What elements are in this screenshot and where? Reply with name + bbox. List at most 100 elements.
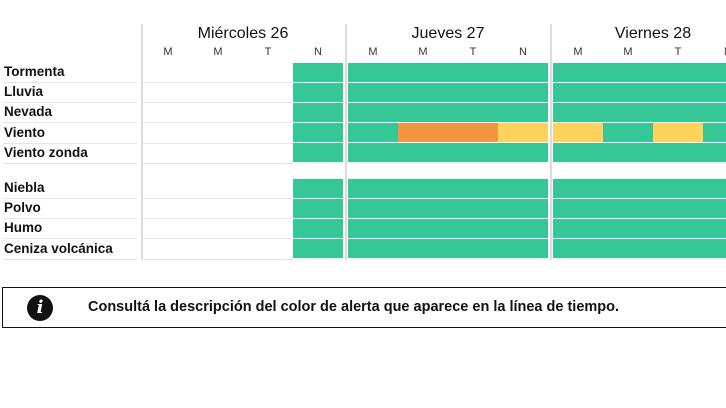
alert-cell-verde[interactable] (398, 143, 448, 163)
alert-cell-verde[interactable] (448, 143, 498, 163)
alert-cell-verde[interactable] (293, 62, 343, 82)
alert-cell-verde[interactable] (448, 218, 498, 238)
row-label: Nevada (4, 104, 53, 120)
alert-cell-amarillo[interactable] (498, 123, 548, 143)
column-divider (550, 24, 552, 260)
row-separator (3, 142, 137, 144)
day-title: Jueves 27 (411, 25, 485, 42)
alert-cell-verde[interactable] (498, 239, 548, 259)
alert-cell-verde[interactable] (398, 198, 448, 218)
alert-cell-naranja[interactable] (448, 123, 498, 143)
alert-cell-verde[interactable] (653, 218, 703, 238)
alert-cell-verde[interactable] (603, 102, 653, 122)
alert-cell-verde[interactable] (498, 198, 548, 218)
alert-cell-verde[interactable] (653, 198, 703, 218)
alert-cell-verde[interactable] (603, 239, 653, 259)
alert-cell-verde[interactable] (703, 143, 726, 163)
alert-cell-verde[interactable] (553, 239, 603, 259)
alert-cell-verde[interactable] (448, 62, 498, 82)
row-separator (143, 162, 293, 164)
alert-cell-verde[interactable] (703, 102, 726, 122)
alert-cell-verde[interactable] (703, 178, 726, 198)
row-separator (143, 218, 293, 220)
alert-cell-verde[interactable] (703, 218, 726, 238)
alert-cell-verde[interactable] (653, 62, 703, 82)
alert-cell-verde[interactable] (498, 62, 548, 82)
alert-cell-verde[interactable] (498, 218, 548, 238)
alert-cell-verde[interactable] (703, 82, 726, 102)
alert-cell-verde[interactable] (703, 123, 726, 143)
alert-cell-verde[interactable] (293, 239, 343, 259)
alert-cell-naranja[interactable] (398, 123, 448, 143)
alert-cell-verde[interactable] (348, 239, 398, 259)
row-separator (3, 198, 137, 199)
alert-cell-verde[interactable] (603, 143, 653, 163)
alert-cell-verde[interactable] (293, 178, 343, 198)
alert-cell-verde[interactable] (498, 102, 548, 122)
alert-cell-verde[interactable] (348, 62, 398, 82)
row-separator (143, 102, 293, 104)
alert-cell-verde[interactable] (348, 123, 398, 143)
alert-cell-verde[interactable] (448, 178, 498, 198)
alert-cell-verde[interactable] (348, 198, 398, 218)
alert-cell-verde[interactable] (653, 143, 703, 163)
day-title: Miércoles 26 (197, 25, 289, 42)
alert-cell-amarillo[interactable] (653, 123, 703, 143)
period-label: M (573, 46, 583, 58)
alert-cell-verde[interactable] (553, 143, 603, 163)
alert-cell-verde[interactable] (553, 218, 603, 238)
alert-cell-verde[interactable] (498, 82, 548, 102)
alert-cell-verde[interactable] (398, 239, 448, 259)
period-label: T (469, 46, 477, 58)
alert-cell-verde[interactable] (498, 143, 548, 163)
alert-cell-verde[interactable] (348, 218, 398, 238)
info-banner: i Consultá la descripción del color de a… (2, 287, 726, 328)
alert-cell-verde[interactable] (553, 102, 603, 122)
alert-cell-verde[interactable] (398, 82, 448, 102)
alert-cell-verde[interactable] (448, 82, 498, 102)
alert-cell-amarillo[interactable] (553, 123, 603, 143)
period-label: N (314, 46, 322, 58)
alert-cell-verde[interactable] (553, 62, 603, 82)
alert-cell-verde[interactable] (293, 198, 343, 218)
alert-cell-verde[interactable] (498, 178, 548, 198)
alert-cell-verde[interactable] (603, 218, 653, 238)
alert-cell-verde[interactable] (603, 82, 653, 102)
alert-cell-verde[interactable] (398, 102, 448, 122)
alert-cell-verde[interactable] (703, 239, 726, 259)
alert-cell-verde[interactable] (348, 82, 398, 102)
alert-cell-verde[interactable] (293, 143, 343, 163)
alert-cell-verde[interactable] (448, 198, 498, 218)
alert-cell-verde[interactable] (553, 82, 603, 102)
alert-cell-verde[interactable] (703, 62, 726, 82)
alert-cell-verde[interactable] (448, 239, 498, 259)
alert-cell-verde[interactable] (398, 178, 448, 198)
alert-cell-verde[interactable] (448, 102, 498, 122)
alert-cell-verde[interactable] (703, 198, 726, 218)
alert-cell-verde[interactable] (398, 62, 448, 82)
alert-cell-verde[interactable] (293, 123, 343, 143)
row-separator (143, 238, 293, 240)
alert-cell-verde[interactable] (293, 102, 343, 122)
row-separator (143, 198, 293, 199)
alert-cell-verde[interactable] (603, 198, 653, 218)
alert-cell-verde[interactable] (348, 143, 398, 163)
alert-cell-verde[interactable] (293, 218, 343, 238)
alert-cell-verde[interactable] (398, 218, 448, 238)
period-label: M (213, 46, 223, 58)
alert-cell-verde[interactable] (348, 178, 398, 198)
alert-cell-verde[interactable] (553, 178, 603, 198)
alert-cell-verde[interactable] (653, 102, 703, 122)
alert-cell-verde[interactable] (653, 178, 703, 198)
alert-cell-verde[interactable] (653, 82, 703, 102)
alert-cell-verde[interactable] (553, 198, 603, 218)
alert-cell-verde[interactable] (348, 102, 398, 122)
alert-cell-verde[interactable] (603, 62, 653, 82)
alert-cell-verde[interactable] (603, 123, 653, 143)
row-label: Polvo (4, 200, 41, 216)
row-label: Lluvia (4, 84, 44, 100)
alert-cell-verde[interactable] (293, 82, 343, 102)
alert-cell-verde[interactable] (603, 178, 653, 198)
column-divider (141, 24, 143, 260)
alert-cell-verde[interactable] (653, 239, 703, 259)
